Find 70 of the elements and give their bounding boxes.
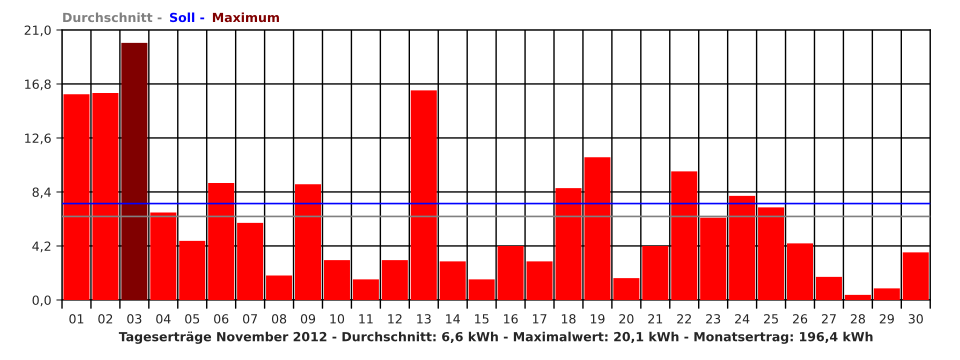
x-axis-title: Tageserträge November 2012 - Durchschnitt: 6,6 kWh - Maximalwert: 20,1 kWh - Monatsertrag: 196,4 kWh xyxy=(118,332,872,344)
x-tick-label: 08 xyxy=(272,314,286,324)
bar xyxy=(324,260,350,300)
bar xyxy=(902,252,929,300)
bar xyxy=(758,207,784,300)
x-tick-label: 26 xyxy=(792,314,808,324)
bar xyxy=(266,276,292,300)
x-tick-label: 04 xyxy=(156,314,171,324)
bar xyxy=(642,246,668,300)
x-tick-label: 30 xyxy=(908,314,923,324)
x-tick-label: 01 xyxy=(69,314,84,324)
x-tick-label: 21 xyxy=(648,314,662,324)
x-tick-label: 15 xyxy=(475,314,489,324)
x-tick-label: 25 xyxy=(764,314,778,324)
y-tick-label: 8,4 xyxy=(32,187,51,198)
bar xyxy=(382,260,408,300)
ref-line-label: Soll - xyxy=(170,12,204,22)
bar xyxy=(729,196,756,300)
bar xyxy=(208,182,234,300)
bar xyxy=(121,42,148,300)
bar xyxy=(294,184,322,300)
x-tick-label: 09 xyxy=(300,314,316,324)
x-tick-label: 07 xyxy=(243,314,258,324)
y-tick-label: 4,2 xyxy=(32,241,50,252)
y-tick-label: 0,0 xyxy=(32,295,51,306)
bar xyxy=(613,278,640,300)
x-tick-label: 03 xyxy=(127,314,142,324)
bar xyxy=(844,294,871,300)
x-tick-label: 02 xyxy=(98,314,112,324)
bar xyxy=(555,188,582,300)
x-tick-label: 12 xyxy=(388,314,402,324)
bar xyxy=(237,222,264,300)
bar xyxy=(440,261,466,300)
x-tick-label: 20 xyxy=(619,314,634,324)
x-tick-label: 27 xyxy=(822,314,836,324)
bar xyxy=(468,279,495,300)
bar xyxy=(352,279,379,300)
bar xyxy=(700,218,726,300)
bar xyxy=(63,94,90,300)
x-tick-label: 11 xyxy=(359,314,373,324)
bar xyxy=(498,246,524,300)
bar xyxy=(584,157,610,300)
x-tick-label: 17 xyxy=(532,314,546,324)
x-tick-label: 29 xyxy=(880,314,894,324)
x-tick-label: 10 xyxy=(330,314,344,324)
bar xyxy=(671,171,698,300)
bar xyxy=(816,276,842,300)
bar xyxy=(786,243,814,300)
bar xyxy=(92,92,118,300)
bar xyxy=(874,288,900,300)
x-tick-label: 16 xyxy=(504,314,518,324)
x-tick-label: 05 xyxy=(185,314,200,324)
bar xyxy=(526,261,553,300)
bar xyxy=(179,240,206,300)
x-tick-label: 24 xyxy=(735,314,750,324)
y-tick-label: 21,0 xyxy=(24,25,51,36)
y-tick-label: 12,6 xyxy=(25,133,51,144)
y-tick-label: 16,8 xyxy=(25,79,51,90)
x-tick-label: 23 xyxy=(706,314,720,324)
bar xyxy=(410,90,437,300)
x-tick-label: 06 xyxy=(214,314,228,324)
x-tick-label: 19 xyxy=(590,314,604,324)
x-tick-label: 14 xyxy=(446,314,460,324)
x-tick-label: 13 xyxy=(417,314,431,324)
bar xyxy=(150,212,176,300)
ref-line-label: Durchschnitt - xyxy=(63,12,162,22)
x-tick-label: 18 xyxy=(562,314,576,324)
text: Maximum xyxy=(212,12,279,22)
x-tick-label: 28 xyxy=(850,314,865,324)
x-tick-label: 22 xyxy=(677,314,691,324)
